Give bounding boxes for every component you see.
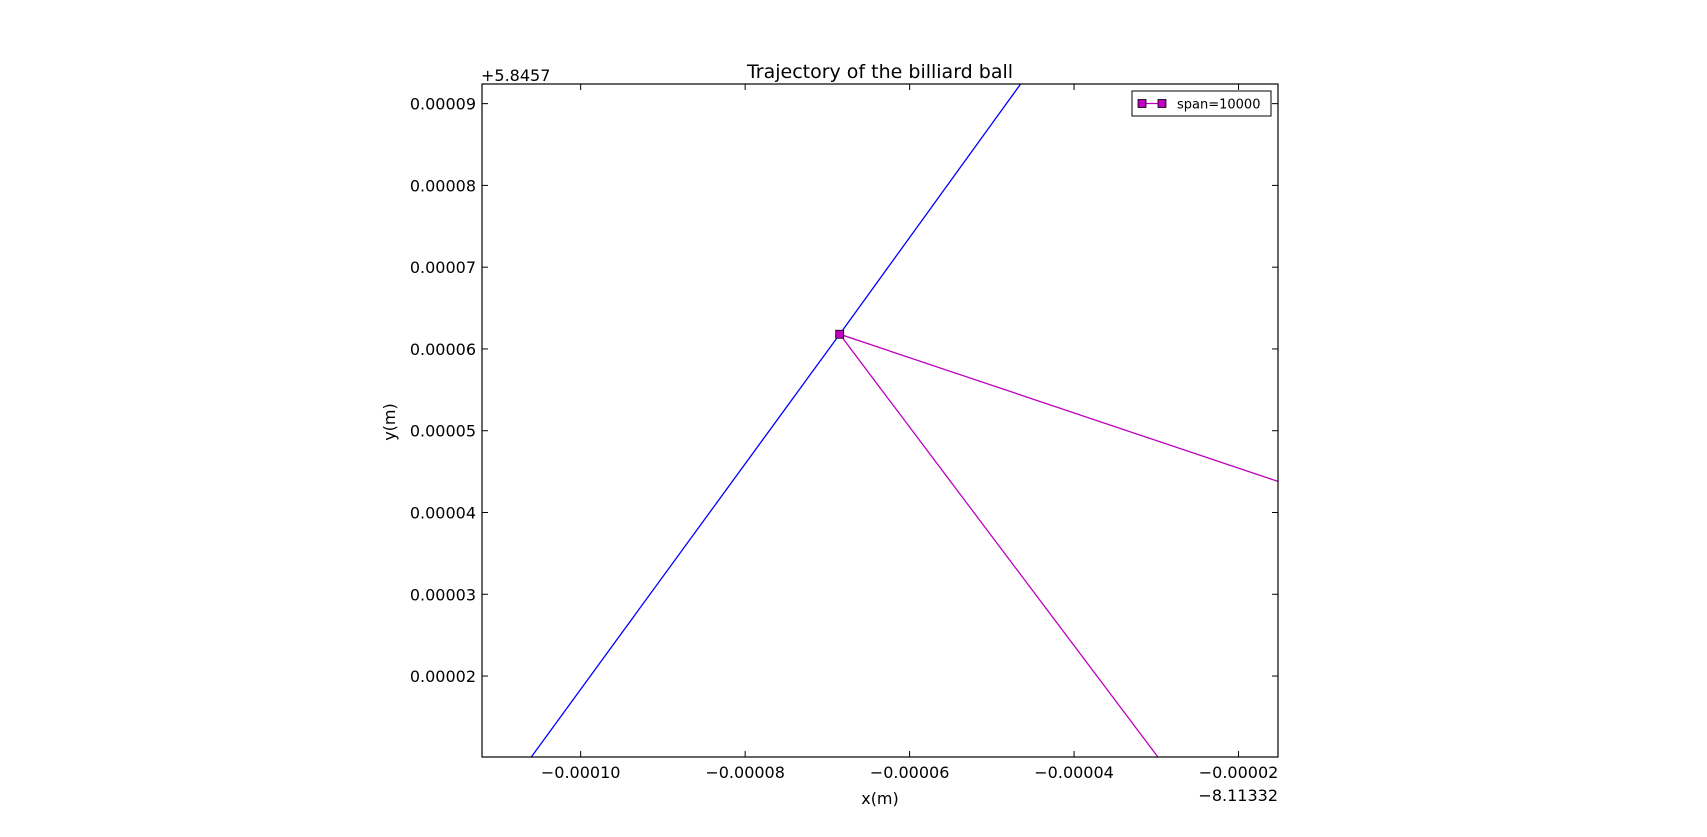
legend-marker-right bbox=[1157, 99, 1167, 108]
legend-label: span=10000 bbox=[1177, 98, 1260, 113]
y-tick-label: 0.00008 bbox=[410, 176, 476, 195]
x-tick-label: −0.00010 bbox=[541, 763, 621, 782]
legend-marker-left bbox=[1137, 99, 1147, 108]
trajectory-line-2 bbox=[837, 332, 1278, 757]
x-tick-label: −0.00002 bbox=[1199, 763, 1279, 782]
x-tick-label: −0.00004 bbox=[1034, 763, 1114, 782]
y-tick-label: 0.00003 bbox=[410, 585, 476, 604]
y-axis-label: y(m) bbox=[380, 403, 399, 441]
x-axis-label: x(m) bbox=[861, 789, 899, 808]
trajectory-marker-2-1 bbox=[835, 329, 845, 339]
plot-frame bbox=[481, 83, 1279, 758]
y-tick-label: 0.00002 bbox=[410, 667, 476, 686]
x-tick-label: −0.00008 bbox=[705, 763, 785, 782]
chart-title: Trajectory of the billiard ball bbox=[746, 61, 1013, 83]
x-tick-label: −0.00006 bbox=[870, 763, 950, 782]
y-tick-label: 0.00005 bbox=[410, 422, 476, 441]
y-tick-label: 0.00007 bbox=[410, 258, 476, 277]
trajectory-line-1 bbox=[530, 84, 1022, 757]
y-offset-label: +5.8457 bbox=[481, 66, 550, 85]
y-tick-label: 0.00006 bbox=[410, 340, 476, 359]
y-tick-label: 0.00009 bbox=[410, 95, 476, 114]
y-tick-label: 0.00004 bbox=[410, 503, 476, 522]
x-offset-label: −8.11332 bbox=[1198, 786, 1278, 805]
